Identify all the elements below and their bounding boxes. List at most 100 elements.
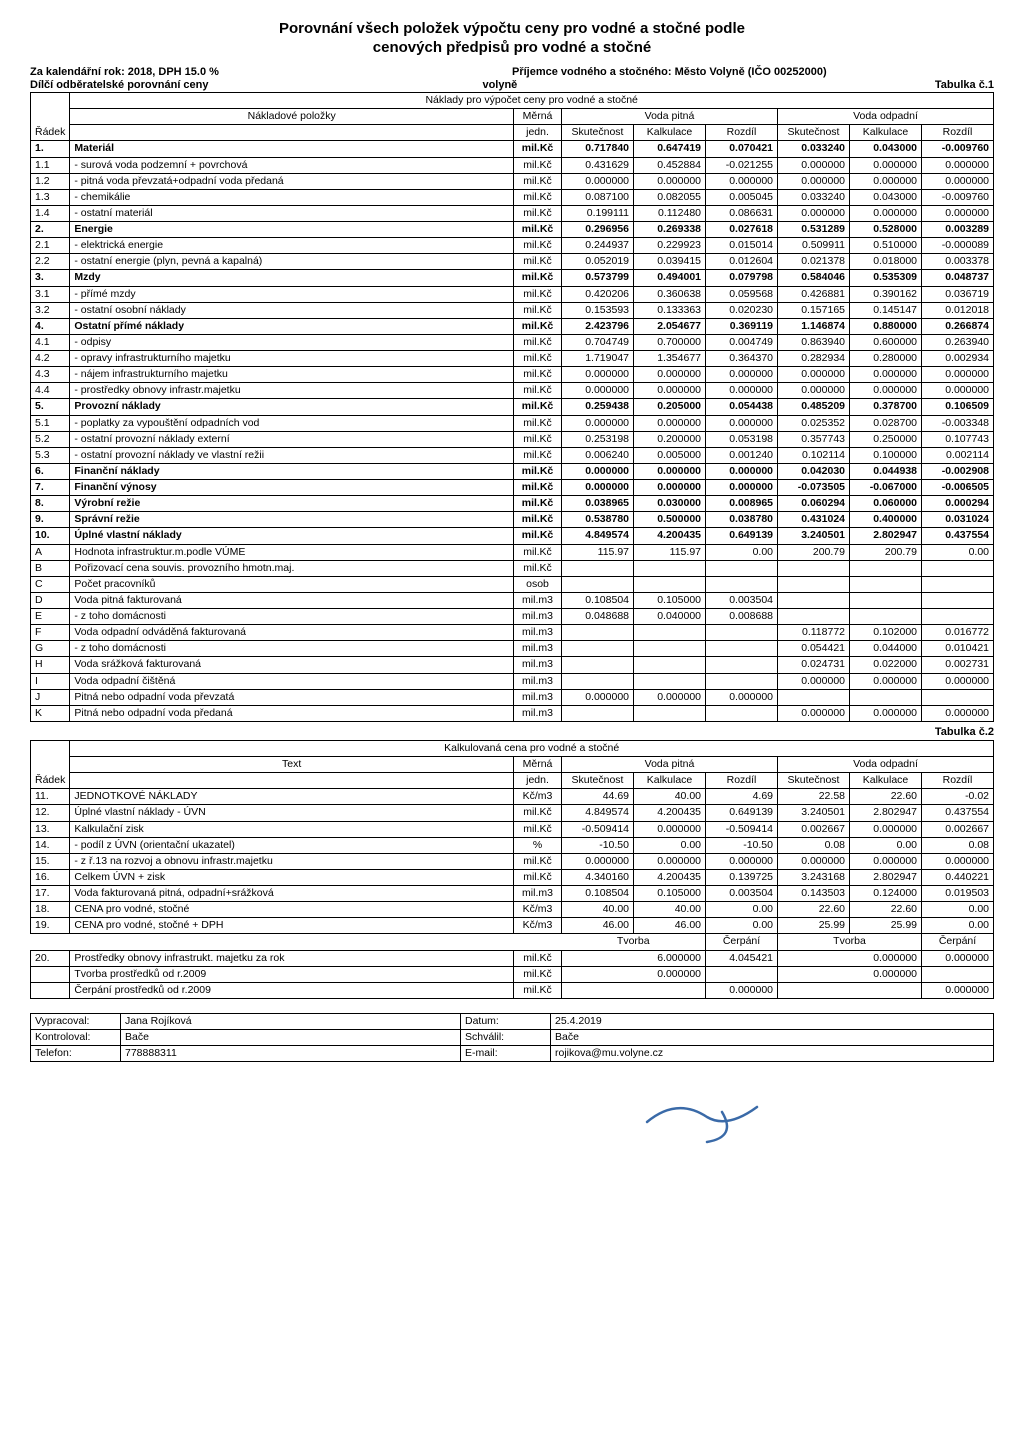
cell-value: 0.000000: [850, 853, 922, 869]
table-2-body2: 20.Prostředky obnovy infrastrukt. majetk…: [31, 950, 994, 998]
col-rozd-3: Rozdíl: [706, 773, 778, 789]
table-2-head: Řádek Kalkulovaná cena pro vodné a stočn…: [31, 740, 994, 788]
table-1-head: Řádek Náklady pro výpočet ceny pro vodné…: [31, 93, 994, 141]
cell-value: 0.000000: [778, 157, 850, 173]
cell-value: [634, 625, 706, 641]
cell-value: 0.000000: [778, 950, 922, 966]
cell-value: 0.000000: [562, 966, 706, 982]
cell-radek: E: [31, 609, 70, 625]
cell-radek: [31, 966, 70, 982]
cell-value: [922, 576, 994, 592]
cell-value: 0.000000: [706, 480, 778, 496]
table-row: 3.1- přímé mzdymil.Kč0.4202060.3606380.0…: [31, 286, 994, 302]
table-row: 4.Ostatní přímé nákladymil.Kč2.4237962.0…: [31, 318, 994, 334]
grp-odpad: Voda odpadní: [778, 109, 994, 125]
cell-value: 44.69: [562, 789, 634, 805]
cell-value: -0.021255: [706, 157, 778, 173]
cell-value: 0.102000: [850, 625, 922, 641]
sub-tvorba-2: Tvorba: [778, 934, 922, 950]
cell-value: [562, 576, 634, 592]
cell-value: [778, 982, 922, 998]
cell-label: - nájem infrastrukturního majetku: [70, 367, 514, 383]
cell-value: 0.205000: [634, 399, 706, 415]
cell-unit: %: [514, 837, 562, 853]
cell-value: 0.107743: [922, 431, 994, 447]
col-rozd-2: Rozdíl: [922, 125, 994, 141]
cell-value: 0.070421: [706, 141, 778, 157]
cell-unit: mil.Kč: [514, 205, 562, 221]
col-skut-2: Skutečnost: [778, 125, 850, 141]
cell-value: 0.584046: [778, 270, 850, 286]
cell-label: Kalkulační zisk: [70, 821, 514, 837]
cell-value: 0.08: [922, 837, 994, 853]
cell-value: 0.048737: [922, 270, 994, 286]
cell-value: 2.802947: [850, 805, 922, 821]
col-kalk-3: Kalkulace: [634, 773, 706, 789]
blank: [70, 125, 514, 141]
cell-label: Tvorba prostředků od r.2009: [70, 966, 514, 982]
cell-value: 0.022000: [850, 657, 922, 673]
cell-radek: 9.: [31, 512, 70, 528]
cell-value: [850, 592, 922, 608]
cell-value: 0.003504: [706, 592, 778, 608]
cell-value: [706, 641, 778, 657]
cell-value: -0.067000: [850, 480, 922, 496]
cell-value: 0.044938: [850, 463, 922, 479]
cell-value: 40.00: [634, 789, 706, 805]
cell-unit: mil.Kč: [514, 302, 562, 318]
cell-value: 0.025352: [778, 415, 850, 431]
cell-value: 0.043000: [850, 189, 922, 205]
cell-value: 0.003504: [706, 886, 778, 902]
table-row: 13.Kalkulační ziskmil.Kč-0.5094140.00000…: [31, 821, 994, 837]
cell-label: Voda pitná fakturovaná: [70, 592, 514, 608]
cell-value: 0.600000: [850, 334, 922, 350]
cell-radek: 6.: [31, 463, 70, 479]
cell-value: 0.010421: [922, 641, 994, 657]
cell-value: 0.002934: [922, 351, 994, 367]
meta-row-1: Za kalendářní rok: 2018, DPH 15.0 % Příj…: [30, 66, 994, 78]
meta-row-2: Dílčí odběratelské porovnání ceny volyně…: [30, 79, 994, 91]
cell-value: 0.00: [706, 544, 778, 560]
col-text: Text: [70, 757, 514, 773]
cell-value: 0.038780: [706, 512, 778, 528]
table-row: 5.3- ostatní provozní náklady ve vlastní…: [31, 447, 994, 463]
cell-unit: mil.Kč: [514, 367, 562, 383]
table-row: IVoda odpadní čištěnámil.m30.0000000.000…: [31, 673, 994, 689]
lbl-kontroloval: Kontroloval:: [31, 1030, 121, 1046]
cell-radek: I: [31, 673, 70, 689]
table-row: Čerpání prostředků od r.2009mil.Kč0.0000…: [31, 982, 994, 998]
table-row: 6.Finanční nákladymil.Kč0.0000000.000000…: [31, 463, 994, 479]
cell-value: [922, 592, 994, 608]
cell-unit: Kč/m3: [514, 902, 562, 918]
cell-radek: B: [31, 560, 70, 576]
cell-radek: 3.2: [31, 302, 70, 318]
cell-value: 0.033240: [778, 141, 850, 157]
col-merna: Měrná: [514, 109, 562, 125]
cell-value: 0.005045: [706, 189, 778, 205]
cell-value: 0.008688: [706, 609, 778, 625]
cell-label: Pořizovací cena souvis. provozního hmotn…: [70, 560, 514, 576]
cell-value: 0.00: [922, 544, 994, 560]
cell-label: - surová voda podzemní + povrchová: [70, 157, 514, 173]
cell-value: 0.000000: [634, 415, 706, 431]
cell-value: 0.000000: [778, 205, 850, 221]
cell-value: 0.390162: [850, 286, 922, 302]
cell-value: [562, 982, 706, 998]
cell-value: 0.002667: [922, 821, 994, 837]
cell-value: [922, 966, 994, 982]
cell-value: 0.431629: [562, 157, 634, 173]
cell-unit: mil.Kč: [514, 399, 562, 415]
cell-unit: mil.Kč: [514, 463, 562, 479]
table-row: DVoda pitná fakturovanámil.m30.1085040.1…: [31, 592, 994, 608]
cell-value: 0.031024: [922, 512, 994, 528]
cell-value: 0.266874: [922, 318, 994, 334]
cell-label: - ostatní osobní náklady: [70, 302, 514, 318]
cell-value: 0.004749: [706, 334, 778, 350]
cell-unit: mil.m3: [514, 641, 562, 657]
cell-unit: mil.Kč: [514, 238, 562, 254]
col-skut-3: Skutečnost: [562, 773, 634, 789]
table-row: 5.2- ostatní provozní náklady externímil…: [31, 431, 994, 447]
cell-value: 0.108504: [562, 592, 634, 608]
cell-value: 0.717840: [562, 141, 634, 157]
cell-radek: 16.: [31, 869, 70, 885]
